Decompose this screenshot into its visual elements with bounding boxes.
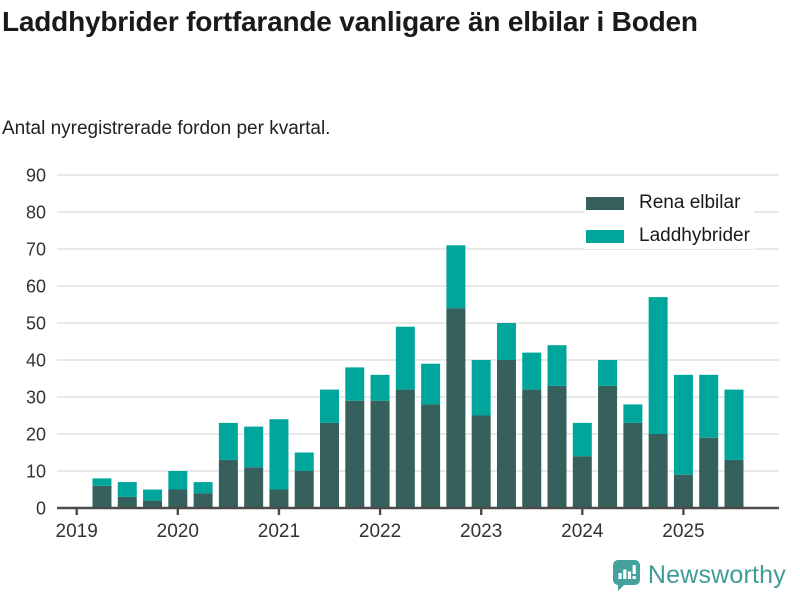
- bar-segment-rena-elbilar: [370, 400, 390, 508]
- bar-segment-rena-elbilar: [269, 489, 289, 508]
- bar-segment-laddhybrider: [320, 389, 339, 423]
- bar-segment-rena-elbilar: [598, 385, 618, 508]
- bar-segment-rena-elbilar: [572, 456, 592, 508]
- bar-segment-rena-elbilar: [395, 389, 415, 508]
- bar-segment-rena-elbilar: [117, 496, 137, 508]
- x-tick-label: 2022: [359, 521, 401, 542]
- x-tick-label: 2023: [460, 521, 502, 542]
- bar-segment-laddhybrider: [345, 367, 365, 401]
- legend-swatch-rena-elbilar-icon: [586, 196, 624, 210]
- bar-segment-laddhybrider: [673, 374, 693, 475]
- bar-segment-laddhybrider: [572, 422, 592, 457]
- bar-segment-laddhybrider: [218, 422, 238, 460]
- bar-chart-speech-bubble-icon: [612, 560, 640, 591]
- bar-segment-rena-elbilar: [421, 404, 441, 508]
- y-tick-label: 90: [26, 166, 46, 186]
- bar-segment-rena-elbilar: [218, 459, 238, 508]
- newsworthy-attribution[interactable]: Newsworthy: [612, 559, 786, 592]
- bar-segment-rena-elbilar: [522, 389, 542, 508]
- y-tick-label: 0: [36, 499, 46, 519]
- bar-segment-laddhybrider: [168, 471, 188, 490]
- legend: Rena elbilar Laddhybrider: [584, 190, 754, 249]
- bar-segment-laddhybrider: [699, 374, 719, 438]
- bar-segment-rena-elbilar: [92, 485, 112, 508]
- x-tick-label: 2020: [157, 521, 199, 542]
- brand-wordmark: Newsworthy: [647, 561, 786, 589]
- y-tick-label: 80: [26, 203, 46, 223]
- legend-item-laddhybrider: Laddhybrider: [584, 223, 754, 249]
- bar-segment-rena-elbilar: [446, 308, 466, 508]
- y-tick-label: 50: [26, 314, 46, 334]
- bar-segment-laddhybrider: [724, 389, 744, 460]
- legend-label: Laddhybrider: [639, 225, 750, 246]
- legend-item-rena-elbilar: Rena elbilar: [584, 190, 754, 216]
- bar-segment-laddhybrider: [547, 345, 567, 386]
- y-tick-label: 60: [26, 277, 46, 297]
- bar-segment-laddhybrider: [598, 360, 618, 386]
- bar-segment-rena-elbilar: [193, 493, 213, 508]
- chart-header: Laddhybrider fortfarande vanligare än el…: [2, 4, 772, 40]
- bar-segment-laddhybrider: [143, 489, 163, 501]
- page-title: Laddhybrider fortfarande vanligare än el…: [2, 6, 698, 37]
- bar-segment-laddhybrider: [471, 360, 491, 416]
- bar-segment-laddhybrider: [522, 352, 542, 390]
- bar-segment-laddhybrider: [294, 452, 314, 471]
- bar-segment-rena-elbilar: [673, 474, 693, 508]
- bar-segment-rena-elbilar: [648, 434, 668, 508]
- bar-segment-rena-elbilar: [623, 422, 643, 508]
- bar-segment-laddhybrider: [623, 404, 643, 423]
- chart-subtitle: Antal nyregistrerade fordon per kvartal.: [2, 118, 331, 139]
- bar-segment-rena-elbilar: [320, 422, 339, 508]
- bar-segment-laddhybrider: [244, 426, 264, 468]
- legend-label: Rena elbilar: [639, 192, 741, 213]
- y-tick-label: 40: [26, 351, 46, 371]
- legend-swatch-laddhybrider-icon: [586, 229, 624, 243]
- bar-segment-laddhybrider: [395, 326, 415, 390]
- bar-segment-rena-elbilar: [345, 400, 365, 508]
- bar-segment-rena-elbilar: [143, 500, 163, 508]
- bar-segment-laddhybrider: [117, 482, 137, 497]
- x-tick-label: 2024: [561, 521, 604, 542]
- bar-segment-rena-elbilar: [496, 360, 516, 508]
- bar-segment-laddhybrider: [193, 482, 213, 494]
- x-tick-label: 2019: [56, 521, 98, 542]
- bar-segment-laddhybrider: [370, 374, 390, 401]
- bar-segment-rena-elbilar: [547, 385, 567, 508]
- y-tick-label: 10: [26, 462, 46, 482]
- bar-segment-laddhybrider: [421, 363, 441, 405]
- y-tick-label: 70: [26, 240, 46, 260]
- x-tick-label: 2021: [258, 521, 300, 542]
- bar-segment-laddhybrider: [446, 245, 466, 309]
- y-tick-label: 20: [26, 425, 46, 445]
- bar-segment-laddhybrider: [648, 297, 668, 434]
- bar-segment-rena-elbilar: [244, 467, 264, 508]
- bar-segment-rena-elbilar: [699, 437, 719, 508]
- bar-segment-laddhybrider: [496, 323, 516, 360]
- y-tick-label: 30: [26, 388, 46, 408]
- bar-segment-rena-elbilar: [168, 489, 188, 508]
- bar-segment-laddhybrider: [269, 419, 289, 490]
- bar-segment-rena-elbilar: [724, 459, 744, 508]
- bar-segment-laddhybrider: [92, 478, 112, 486]
- bar-segment-rena-elbilar: [471, 415, 491, 508]
- x-tick-label: 2025: [662, 521, 704, 542]
- bar-segment-rena-elbilar: [294, 471, 314, 508]
